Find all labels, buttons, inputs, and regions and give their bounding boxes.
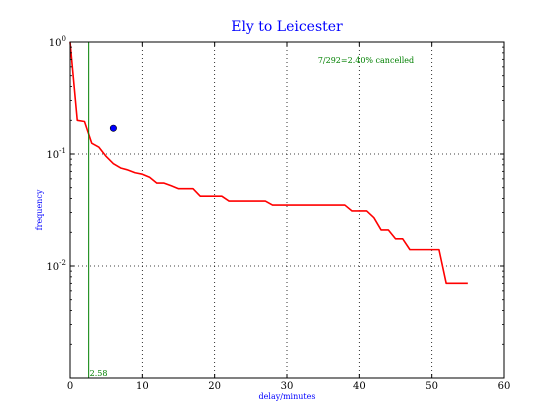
- x-tick-label: 0: [67, 381, 73, 392]
- y-axis-label: frequency: [35, 189, 44, 230]
- y-tick-label: 10-1: [46, 147, 66, 161]
- cancelled-annotation: 7/292=2.40% cancelled: [318, 56, 414, 65]
- mean-delay-label: 2.58: [90, 369, 108, 378]
- x-tick-label: 30: [281, 381, 294, 392]
- y-tick-label: 10-2: [46, 259, 66, 273]
- x-tick-label: 60: [498, 381, 511, 392]
- x-tick-label: 10: [136, 381, 149, 392]
- x-tick-label: 50: [425, 381, 438, 392]
- x-tick-label: 20: [208, 381, 221, 392]
- series-line: [69, 41, 468, 285]
- x-tick-label: 40: [353, 381, 366, 392]
- data-point-marker: [109, 124, 117, 132]
- series-layer: [69, 41, 468, 285]
- chart-title: Ely to Leicester: [231, 19, 343, 35]
- grid: [70, 42, 504, 378]
- y-tick-label: 100: [49, 35, 66, 49]
- tick-layer: 0 10 20 30 40 50 60 100 10-1 10-2: [46, 35, 510, 392]
- x-axis-label: delay/minutes: [259, 392, 316, 401]
- marker-layer: [109, 124, 117, 132]
- vline-layer: 2.58: [88, 42, 108, 378]
